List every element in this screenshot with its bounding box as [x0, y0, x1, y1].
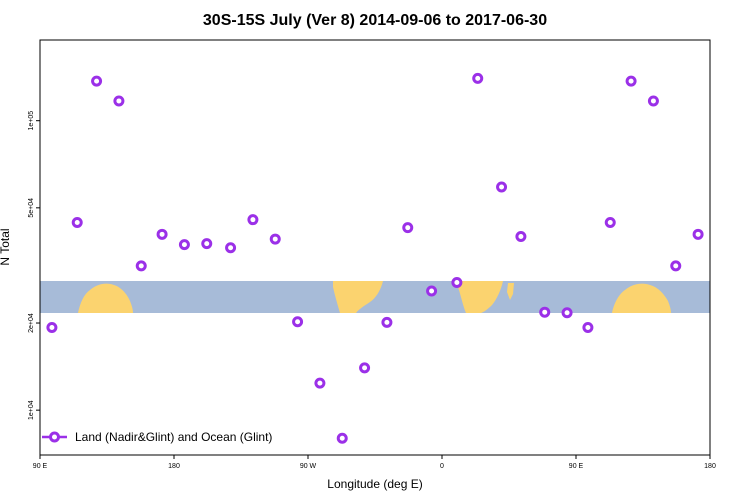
y-tick-label: 1e+05 — [28, 111, 35, 131]
data-point — [539, 306, 551, 318]
x-tick-label: 180 — [168, 463, 180, 470]
data-point — [336, 432, 348, 444]
data-point — [647, 95, 659, 107]
data-point — [472, 72, 484, 84]
y-tick-label: 1e+04 — [28, 400, 35, 420]
data-point — [292, 316, 304, 328]
x-tick-label: 90 W — [300, 463, 317, 470]
data-point — [515, 231, 527, 243]
data-point — [359, 362, 371, 374]
y-tick-label: 5e+04 — [28, 198, 35, 218]
land-south-america — [333, 281, 383, 313]
x-tick-label: 90 E — [33, 463, 48, 470]
data-point — [156, 228, 168, 240]
plot-frame — [39, 39, 711, 456]
chart-title: 30S-15S July (Ver 8) 2014-09-06 to 2017-… — [203, 12, 547, 29]
x-axis-label: Longitude (deg E) — [327, 477, 422, 491]
legend-marker — [49, 431, 60, 443]
x-tick-label: 180 — [704, 463, 716, 470]
data-points — [46, 72, 704, 444]
x-tick-label: 90 E — [569, 463, 584, 470]
data-point — [247, 214, 259, 226]
map-band — [40, 281, 710, 313]
data-point — [225, 242, 237, 254]
data-point — [71, 216, 83, 228]
land-australia — [78, 283, 133, 313]
data-point — [201, 238, 213, 250]
x-axis: 90 E 180 90 W 0 90 E 180 — [33, 455, 716, 470]
data-point — [113, 95, 125, 107]
data-point — [692, 228, 704, 240]
data-point — [46, 322, 58, 334]
data-point — [670, 260, 682, 272]
data-point — [91, 75, 103, 87]
land-madagascar — [507, 283, 514, 300]
land-australia-repeat — [612, 283, 671, 313]
data-point — [314, 377, 326, 389]
legend: Land (Nadir&Glint) and Ocean (Glint) — [42, 430, 272, 444]
x-tick-label: 0 — [440, 463, 444, 470]
data-point — [625, 75, 637, 87]
data-point — [426, 285, 438, 297]
data-point — [496, 181, 508, 193]
data-point — [582, 322, 594, 334]
y-axis-label: N Total — [0, 228, 12, 265]
legend-label: Land (Nadir&Glint) and Ocean (Glint) — [75, 430, 272, 444]
data-point — [402, 222, 414, 234]
data-point — [604, 216, 616, 228]
land-africa — [458, 281, 503, 313]
data-point — [135, 260, 147, 272]
y-tick-label: 2e+04 — [28, 313, 35, 333]
data-point — [178, 239, 190, 251]
data-point — [381, 316, 393, 328]
data-point — [561, 307, 573, 319]
y-axis: 1e+04 2e+04 5e+04 1e+05 — [28, 111, 40, 420]
data-point — [451, 277, 463, 289]
data-point — [269, 233, 281, 245]
